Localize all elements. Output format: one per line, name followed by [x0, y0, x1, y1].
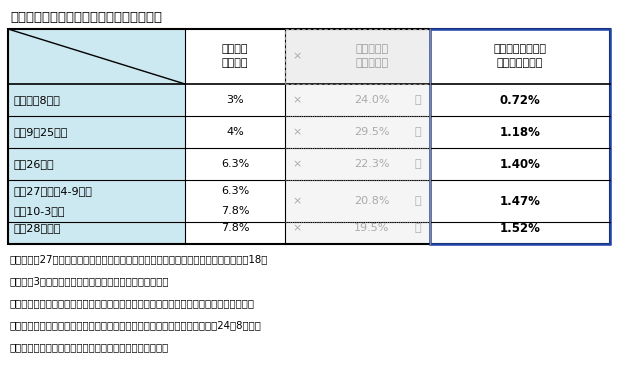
Text: 7.8%: 7.8%	[221, 223, 249, 233]
Text: 1.40%: 1.40%	[499, 158, 540, 170]
Text: ＝: ＝	[415, 159, 421, 169]
Bar	[285, 148, 430, 180]
Text: 平成元～8年度: 平成元～8年度	[14, 95, 61, 105]
Text: 1.18%: 1.18%	[499, 126, 540, 138]
Text: 図表２　地方交付税に算入される消費税率: 図表２ 地方交付税に算入される消費税率	[10, 11, 162, 24]
Bar	[285, 84, 430, 116]
Bar	[430, 29, 610, 244]
Text: される消費税率: される消費税率	[497, 58, 543, 68]
Text: 第3項）により、再度判断するものとされている。: 第3項）により、再度判断するものとされている。	[10, 276, 169, 286]
Text: （出所）総務省「『社会保障の安定財源の確保等を図る税制の抜本的な改革を行うための: （出所）総務省「『社会保障の安定財源の確保等を図る税制の抜本的な改革を行うための	[10, 298, 255, 308]
Text: ＝: ＝	[415, 223, 421, 233]
Text: 地方交付税: 地方交付税	[356, 44, 389, 54]
Text: （10-3月）: （10-3月）	[14, 206, 65, 216]
Text: ×: ×	[292, 51, 302, 61]
Text: 0.72%: 0.72%	[499, 93, 540, 107]
Bar	[185, 29, 285, 84]
Text: 平成28年度～: 平成28年度～	[14, 223, 62, 233]
Bar	[8, 29, 610, 244]
Bar	[430, 148, 610, 180]
Bar	[185, 84, 285, 116]
Text: ＝: ＝	[415, 127, 421, 137]
Bar	[285, 180, 430, 222]
Text: ×: ×	[292, 223, 302, 233]
Bar	[185, 148, 285, 180]
Bar	[430, 84, 610, 116]
Text: 3%: 3%	[226, 95, 244, 105]
Bar	[185, 212, 285, 244]
Text: 平成26年度: 平成26年度	[14, 159, 55, 169]
Bar	[285, 116, 430, 148]
Text: 6.3%: 6.3%	[221, 159, 249, 169]
Text: 22.3%: 22.3%	[354, 159, 390, 169]
Text: ×: ×	[292, 159, 302, 169]
Text: 平成9～25年度: 平成9～25年度	[14, 127, 69, 137]
Text: （国税）: （国税）	[222, 58, 248, 68]
Bar	[8, 148, 185, 180]
Text: 19.5%: 19.5%	[354, 223, 390, 233]
Text: 20.8%: 20.8%	[354, 196, 390, 206]
Bar	[185, 180, 285, 222]
Text: への算入率: への算入率	[356, 58, 389, 68]
Text: （注）平成27年度の税率引き上げに関しては、「景気条項」（税制抜本改革法附則第18条: （注）平成27年度の税率引き上げに関しては、「景気条項」（税制抜本改革法附則第1…	[10, 254, 269, 264]
Text: 平成27年度（4-9月）: 平成27年度（4-9月）	[14, 186, 93, 196]
Bar	[8, 29, 185, 84]
Bar	[8, 84, 185, 116]
Text: 4%: 4%	[226, 127, 244, 137]
Bar	[8, 116, 185, 148]
Text: ×: ×	[292, 196, 302, 206]
Bar	[430, 180, 610, 222]
Text: ＝: ＝	[415, 196, 421, 206]
Text: 24.0%: 24.0%	[354, 95, 390, 105]
Text: 総務省「地方交付税率の変遷」より大和総研作成: 総務省「地方交付税率の変遷」より大和総研作成	[10, 342, 169, 352]
Bar	[430, 116, 610, 148]
Text: 6.3%: 6.3%	[221, 186, 249, 196]
Text: 地方交付税に算入: 地方交付税に算入	[494, 44, 547, 54]
Text: ×: ×	[292, 95, 302, 105]
Text: 1.52%: 1.52%	[499, 221, 540, 235]
Text: ＝: ＝	[415, 95, 421, 105]
Text: 地方税法及び地方交付税法の一部を改正する法律』の概要」（平成24年8月）、: 地方税法及び地方交付税法の一部を改正する法律』の概要」（平成24年8月）、	[10, 320, 262, 330]
Bar	[430, 212, 610, 244]
Text: 1.47%: 1.47%	[499, 194, 540, 207]
Text: 消費税率: 消費税率	[222, 44, 248, 54]
Bar	[8, 180, 185, 222]
Bar	[285, 212, 430, 244]
Bar	[285, 29, 430, 84]
Bar	[430, 29, 610, 84]
Bar	[8, 212, 185, 244]
Text: ×: ×	[292, 127, 302, 137]
Text: 29.5%: 29.5%	[354, 127, 390, 137]
Text: 7.8%: 7.8%	[221, 206, 249, 216]
Bar	[185, 116, 285, 148]
